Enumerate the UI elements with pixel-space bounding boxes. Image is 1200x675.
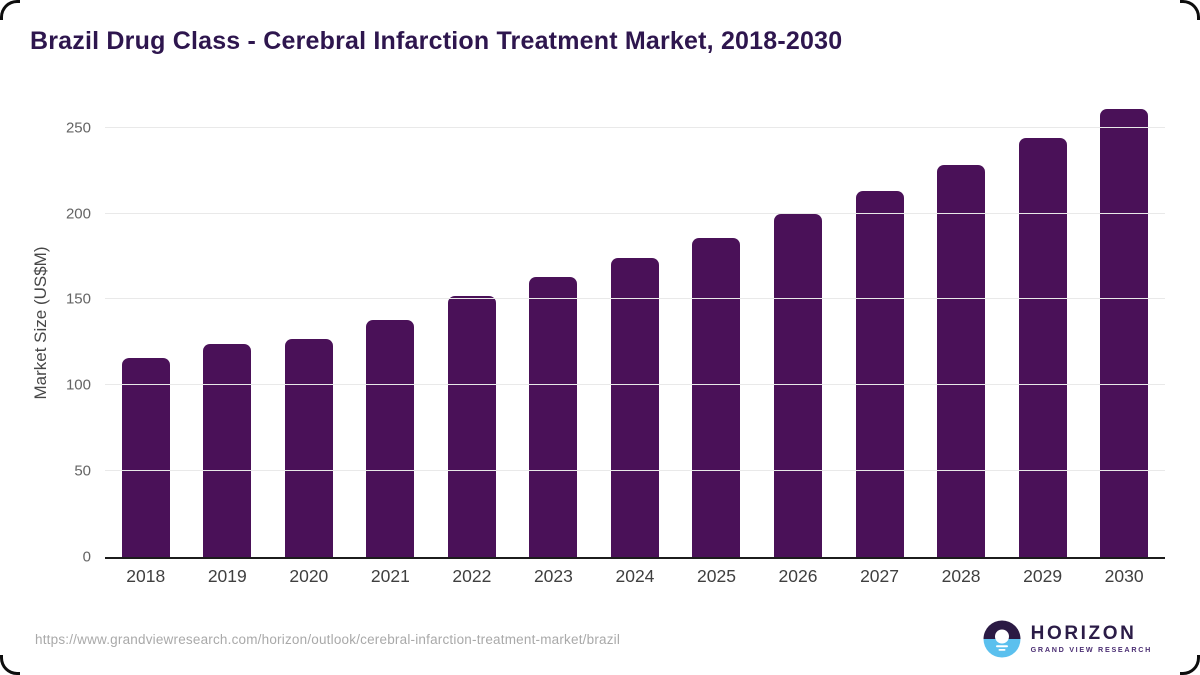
logo-sun-icon — [994, 629, 1009, 644]
y-tick-label: 100 — [65, 376, 91, 394]
x-tick-label: 2028 — [941, 566, 981, 586]
card-corner-bottom-right — [1180, 655, 1200, 675]
y-tick-label: 150 — [65, 290, 91, 308]
bar-2029 — [1018, 137, 1067, 557]
horizon-logo: HORIZON GRAND VIEW RESEARCH — [982, 619, 1152, 659]
bar-slot — [431, 107, 513, 557]
bar-2020 — [284, 338, 333, 557]
card-corner-bottom-left — [0, 655, 20, 675]
y-tick-label: 0 — [82, 548, 91, 566]
x-tick-label: 2021 — [370, 566, 410, 586]
y-tick-label: 250 — [65, 119, 91, 137]
x-tick-label: 2024 — [615, 566, 655, 586]
logo-text: HORIZON GRAND VIEW RESEARCH — [1031, 624, 1152, 653]
bar-2026 — [774, 213, 823, 557]
bar-slot — [1002, 107, 1084, 557]
plot-area: 0 50 100 150 200 250 — [66, 107, 1165, 566]
logo-tagline: GRAND VIEW RESEARCH — [1030, 645, 1152, 655]
bar-slot — [187, 107, 269, 557]
y-tick-label: 50 — [74, 462, 91, 480]
bar-2023 — [529, 277, 578, 557]
card-corner-top-right — [1180, 0, 1200, 20]
logo-wordmark: HORIZON — [1030, 623, 1137, 645]
horizon-logo-icon — [983, 620, 1021, 658]
x-tick-label: 2030 — [1104, 566, 1144, 586]
bar-2025 — [692, 237, 741, 557]
bar-2018 — [121, 357, 170, 557]
bars-row — [105, 107, 1165, 557]
bar-slot — [268, 107, 350, 557]
bar-2021 — [366, 319, 415, 557]
footer: https://www.grandviewresearch.com/horizo… — [35, 619, 1152, 659]
bar-slot — [513, 107, 595, 557]
bar-2030 — [1100, 108, 1149, 557]
bar-2027 — [855, 191, 904, 557]
x-tick-label: 2022 — [452, 566, 492, 586]
gridline — [105, 212, 1165, 214]
bar-2028 — [937, 165, 986, 557]
chart-title: Brazil Drug Class - Cerebral Infarction … — [30, 27, 843, 55]
bar-slot — [1083, 107, 1165, 557]
gridline — [105, 126, 1165, 128]
bar-2022 — [447, 295, 496, 557]
x-tick-label: 2026 — [778, 566, 818, 586]
bar-slot — [920, 107, 1002, 557]
bar-slot — [350, 107, 432, 557]
bar-slot — [676, 107, 758, 557]
y-axis-label: Market Size (US$M) — [31, 246, 50, 400]
gridline — [105, 470, 1165, 472]
bar-slot — [594, 107, 676, 557]
y-tick-label: 200 — [65, 205, 91, 222]
gridline — [105, 384, 1165, 386]
source-url: https://www.grandviewresearch.com/horizo… — [35, 631, 621, 647]
x-axis-labels: 2018 2019 2020 2021 2022 2023 2024 2025 2026 2027… — [105, 566, 1165, 587]
x-tick-label: 2025 — [697, 566, 736, 586]
card-corner-top-left — [0, 0, 20, 20]
bar-2019 — [203, 344, 252, 557]
x-tick-label: 2027 — [860, 566, 900, 586]
bar-slot — [839, 107, 921, 557]
x-tick-label: 2020 — [289, 566, 329, 586]
bar-slot — [105, 107, 187, 557]
x-tick-label: 2019 — [207, 566, 247, 586]
x-tick-label: 2023 — [533, 566, 573, 586]
x-tick-label: 2029 — [1023, 566, 1063, 586]
x-tick-label: 2018 — [126, 566, 166, 586]
gridline — [105, 298, 1165, 300]
bar-slot — [757, 107, 839, 557]
bar-2024 — [610, 258, 659, 557]
